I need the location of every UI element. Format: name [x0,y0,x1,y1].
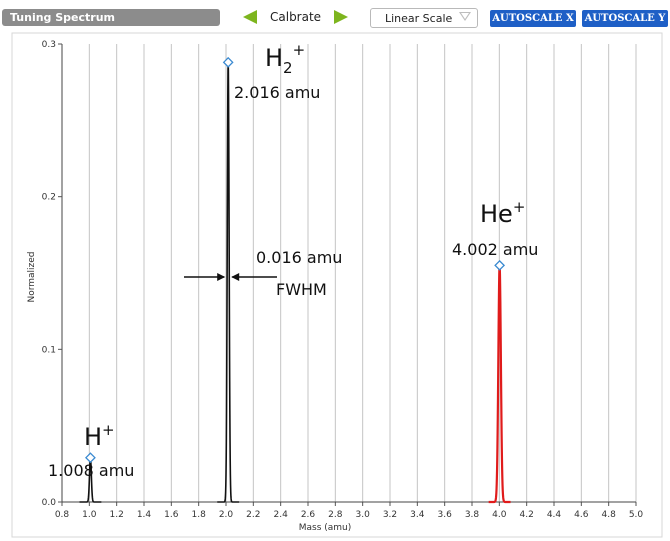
mass-label-2: 2.016 amu [234,83,320,102]
x-tick-label: 2.0 [219,510,234,520]
x-tick-label: 3.0 [356,510,371,520]
autoscale-x-button[interactable]: AUTOSCALE X [490,10,576,27]
fwhm-value-label: 0.016 amu [256,248,342,267]
x-tick-label: 4.2 [520,510,534,520]
ion-label-2: H2+ [265,41,305,77]
y-tick-label: 0.2 [42,193,56,203]
x-tick-label: 4.6 [574,510,589,520]
panel-title: Tuning Spectrum [2,9,220,26]
x-tick-label: 3.8 [465,510,480,520]
peak-marker-2 [222,56,234,68]
fwhm-arrowhead-right [231,273,240,281]
x-tick-label: 3.6 [438,510,453,520]
x-tick-label: 0.8 [55,510,70,520]
triangle-left-icon[interactable] [243,10,257,24]
x-tick-label: 2.4 [274,510,289,520]
triangle-right-icon[interactable] [334,10,348,24]
x-tick-label: 1.4 [137,510,152,520]
y-tick-label: 0.1 [42,345,56,355]
mass-label-1: 1.008 amu [48,461,134,480]
toolbar: Tuning Spectrum Calbrate Linear Scale AU… [0,0,670,32]
chart-border [11,32,663,538]
x-tick-label: 4.8 [602,510,617,520]
peak-markers [85,56,506,464]
chart-axes: 0.8 1.0 1.2 1.4 1.6 1.8 2.0 2.2 2.4 2.6 2.8 3.0 3.2 3… [42,40,644,520]
calibrate-label[interactable]: Calbrate [270,10,322,24]
x-tick-label: 3.4 [410,510,425,520]
x-tick-label: 3.2 [383,510,397,520]
chart-area[interactable]: 0.8 1.0 1.2 1.4 1.6 1.8 2.0 2.2 2.4 2.6 2.8 3.0 3.2 3… [0,32,670,541]
mass-label-3: 4.002 amu [452,240,538,259]
y-axis-label: Normalized [27,251,37,302]
ion-label-3: He+ [480,198,525,228]
x-tick-label: 2.6 [301,510,316,520]
peak-labels: H+ 1.008 amu H2+ 2.016 amu He+ 4.002 amu 0.016… [48,41,538,480]
autoscale-y-button[interactable]: AUTOSCALE Y [582,10,668,27]
chart-grid [88,44,637,502]
x-tick-label: 2.2 [246,510,260,520]
y-tick-label: 0.0 [42,498,57,508]
scale-select[interactable]: Linear Scale [370,8,478,28]
x-tick-label: 1.2 [110,510,124,520]
fwhm-text-label: FWHM [276,280,327,299]
x-tick-label: 4.4 [547,510,562,520]
spectrum-chart[interactable]: 0.8 1.0 1.2 1.4 1.6 1.8 2.0 2.2 2.4 2.6 2.8 3.0 3.2 3… [0,32,670,541]
peak-trace-2 [217,62,240,503]
fwhm-arrowhead-left [217,273,226,281]
y-tick-label: 0.3 [42,40,56,50]
x-tick-label: 4.0 [492,510,507,520]
x-tick-label: 2.8 [328,510,343,520]
chevron-down-icon[interactable] [459,12,471,21]
x-tick-label: 1.0 [82,510,97,520]
x-axis-label: Mass (amu) [299,523,352,533]
x-tick-label: 1.6 [164,510,179,520]
scale-select-value: Linear Scale [385,12,453,25]
peak-marker-3 [494,259,506,271]
ion-label-1: H+ [84,421,115,451]
peak-marker-1 [85,452,96,464]
x-tick-label: 1.8 [192,510,207,520]
x-tick-label: 5.0 [629,510,644,520]
